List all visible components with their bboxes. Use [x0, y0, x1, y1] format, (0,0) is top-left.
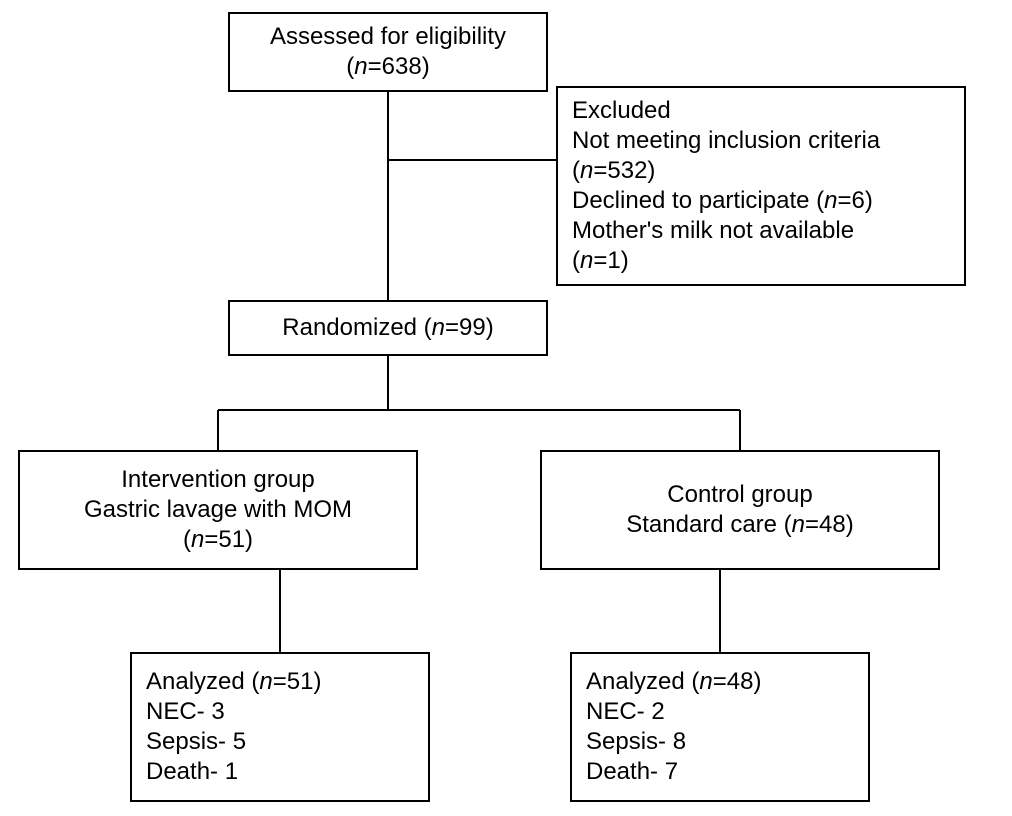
- assessed-n: (n=638): [346, 52, 429, 82]
- excluded-criteria-n: (n=532): [572, 156, 655, 186]
- analyzed-right-sepsis: Sepsis- 8: [586, 727, 686, 757]
- assessed-title: Assessed for eligibility: [270, 22, 506, 52]
- node-randomized: Randomized (n=99): [228, 300, 548, 356]
- intervention-l2: Gastric lavage with MOM: [84, 495, 352, 525]
- paren-open: (: [572, 247, 580, 274]
- text: Standard care (: [626, 511, 791, 538]
- node-intervention: Intervention group Gastric lavage with M…: [18, 450, 418, 570]
- analyzed-left-nec: NEC- 3: [146, 697, 225, 727]
- excluded-milk-n: (n=1): [572, 246, 629, 276]
- n-italic: n: [580, 157, 593, 184]
- control-l1: Control group: [667, 480, 812, 510]
- excluded-criteria: Not meeting inclusion criteria: [572, 126, 880, 156]
- n-value: =99): [445, 314, 494, 341]
- text: Randomized (: [282, 314, 431, 341]
- node-assessed: Assessed for eligibility (n=638): [228, 12, 548, 92]
- n-value: =638): [368, 53, 430, 80]
- analyzed-left-death: Death- 1: [146, 757, 238, 787]
- excluded-title: Excluded: [572, 96, 671, 126]
- intervention-n: (n=51): [183, 525, 253, 555]
- text: Declined to participate (: [572, 187, 824, 214]
- n-italic: n: [580, 247, 593, 274]
- n-value: =48): [713, 668, 762, 695]
- excluded-declined: Declined to participate (n=6): [572, 186, 873, 216]
- n-value: =1): [593, 247, 628, 274]
- analyzed-left-n: Analyzed (n=51): [146, 667, 321, 697]
- analyzed-right-nec: NEC- 2: [586, 697, 665, 727]
- intervention-l1: Intervention group: [121, 465, 314, 495]
- excluded-milk: Mother's milk not available: [572, 216, 854, 246]
- n-value: =532): [593, 157, 655, 184]
- n-italic: n: [191, 526, 204, 553]
- n-italic: n: [432, 314, 445, 341]
- n-value: =51): [273, 668, 322, 695]
- control-l2: Standard care (n=48): [626, 510, 853, 540]
- paren-open: (: [572, 157, 580, 184]
- node-analyzed-right: Analyzed (n=48) NEC- 2 Sepsis- 8 Death- …: [570, 652, 870, 802]
- n-value: =51): [204, 526, 253, 553]
- analyzed-right-death: Death- 7: [586, 757, 678, 787]
- n-italic: n: [259, 668, 272, 695]
- text: Analyzed (: [146, 668, 259, 695]
- n-value: =6): [838, 187, 873, 214]
- n-italic: n: [824, 187, 837, 214]
- n-value: =48): [805, 511, 854, 538]
- randomized-label: Randomized (n=99): [282, 313, 493, 343]
- node-control: Control group Standard care (n=48): [540, 450, 940, 570]
- paren-open: (: [183, 526, 191, 553]
- n-italic: n: [354, 53, 367, 80]
- n-italic: n: [792, 511, 805, 538]
- text: Analyzed (: [586, 668, 699, 695]
- node-analyzed-left: Analyzed (n=51) NEC- 3 Sepsis- 5 Death- …: [130, 652, 430, 802]
- analyzed-right-n: Analyzed (n=48): [586, 667, 761, 697]
- analyzed-left-sepsis: Sepsis- 5: [146, 727, 246, 757]
- n-italic: n: [699, 668, 712, 695]
- node-excluded: Excluded Not meeting inclusion criteria …: [556, 86, 966, 286]
